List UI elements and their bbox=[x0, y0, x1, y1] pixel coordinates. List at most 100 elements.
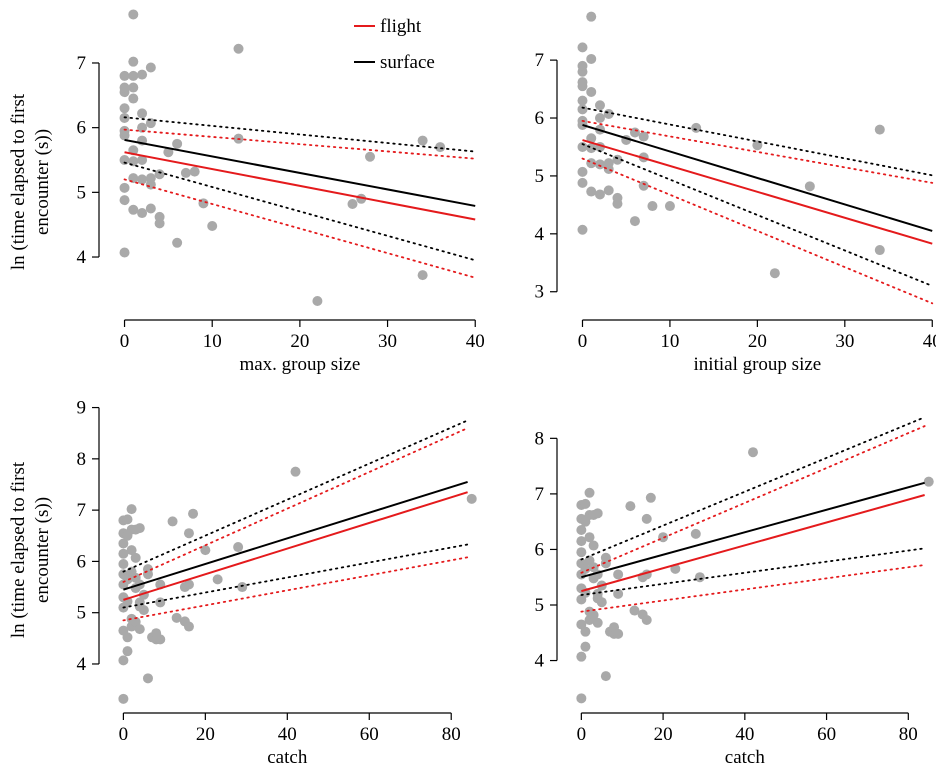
data-point-top-left bbox=[145, 173, 156, 184]
x-axis-label-top-right: initial group size bbox=[694, 354, 822, 375]
data-point-bottom-left bbox=[118, 548, 129, 559]
data-point-bottom-right bbox=[625, 501, 636, 512]
data-point-bottom-right bbox=[584, 532, 595, 543]
data-point-bottom-right bbox=[580, 626, 591, 637]
data-point-top-left bbox=[119, 155, 130, 165]
surface-upper-ci-top-left bbox=[123, 116, 477, 153]
legend-surface-label: surface bbox=[380, 52, 435, 73]
data-point-bottom-left bbox=[155, 597, 166, 608]
data-point-top-left bbox=[119, 182, 130, 193]
data-point-bottom-left bbox=[212, 574, 223, 585]
x-tick-label-top-left: 0 bbox=[120, 331, 130, 352]
data-point-top-right bbox=[586, 133, 597, 144]
y-tick-label-bottom-right: 6 bbox=[535, 539, 545, 560]
data-point-top-left bbox=[119, 103, 130, 114]
data-point-top-right bbox=[586, 143, 597, 154]
flight-fit-line-top-right bbox=[582, 139, 933, 245]
data-point-bottom-right bbox=[645, 492, 656, 503]
data-point-top-right bbox=[874, 124, 885, 135]
surface-lower-ci-bottom-left bbox=[122, 543, 469, 609]
x-tick-label-top-right: 30 bbox=[835, 331, 854, 352]
data-point-bottom-left bbox=[130, 552, 141, 563]
data-point-top-right bbox=[586, 86, 597, 97]
data-point-top-left bbox=[145, 62, 156, 73]
chart-panel-bottom-left: 0 20 40 60 80 4 5 6 7 8 9 catch bbox=[77, 398, 477, 768]
data-point-bottom-left bbox=[171, 612, 182, 623]
data-point-bottom-left bbox=[126, 545, 137, 556]
data-point-top-right bbox=[577, 177, 588, 188]
shared-ylabel-top-line2: encounter (s)) bbox=[32, 129, 53, 235]
chart-panel-top-right: 0 10 20 30 40 3 4 5 6 7 initial group size bbox=[535, 11, 936, 375]
x-tick-label-bottom-right: 20 bbox=[654, 724, 673, 745]
data-point-bottom-left bbox=[118, 655, 129, 666]
x-tick-label-top-left: 30 bbox=[378, 331, 397, 352]
data-point-top-right bbox=[612, 192, 623, 203]
data-point-top-right bbox=[577, 77, 588, 88]
surface-fit-line-top-left bbox=[124, 138, 476, 207]
data-point-top-left bbox=[137, 174, 148, 185]
data-point-bottom-left bbox=[142, 673, 153, 684]
data-point-top-left bbox=[119, 82, 130, 93]
y-tick-label-top-left: 7 bbox=[77, 53, 87, 74]
data-point-bottom-right bbox=[600, 552, 611, 563]
x-tick-label-top-left: 40 bbox=[466, 331, 485, 352]
legend-flight-label: flight bbox=[380, 16, 422, 37]
data-point-top-left bbox=[137, 155, 148, 165]
data-point-top-right bbox=[577, 166, 588, 177]
data-point-top-left bbox=[128, 56, 139, 67]
shared-ylabel-top-line1: ln (time elapsed to first bbox=[8, 93, 29, 270]
data-point-top-left bbox=[417, 135, 428, 146]
y-tick-label-bottom-left: 6 bbox=[77, 551, 87, 572]
data-point-bottom-left bbox=[167, 516, 178, 527]
surface-upper-ci-bottom-right bbox=[580, 416, 926, 561]
flight-lower-ci-bottom-left bbox=[122, 556, 469, 622]
data-point-top-left bbox=[145, 118, 156, 129]
y-tick-label-bottom-right: 5 bbox=[535, 595, 545, 616]
surface-fit-line-bottom-right bbox=[581, 481, 925, 579]
data-point-bottom-left bbox=[290, 466, 301, 477]
data-point-bottom-left bbox=[122, 632, 133, 643]
data-point-bottom-left bbox=[138, 605, 149, 616]
x-tick-label-bottom-right: 80 bbox=[899, 724, 918, 745]
data-point-top-right bbox=[612, 154, 623, 165]
data-point-bottom-right bbox=[592, 588, 603, 599]
data-point-top-left bbox=[137, 208, 148, 219]
data-point-top-left bbox=[119, 125, 130, 136]
x-tick-label-top-right: 0 bbox=[578, 331, 588, 352]
chart-panel-bottom-right: 0 20 40 60 80 4 5 6 7 8 catch bbox=[535, 416, 934, 768]
flight-lower-ci-bottom-right bbox=[580, 564, 926, 613]
data-point-top-left bbox=[233, 43, 244, 54]
y-tick-label-bottom-left: 5 bbox=[77, 603, 87, 624]
data-point-top-left bbox=[435, 142, 446, 153]
y-tick-label-top-right: 4 bbox=[535, 224, 545, 245]
data-point-top-right bbox=[594, 189, 605, 200]
x-tick-label-top-right: 20 bbox=[748, 331, 767, 352]
data-point-top-right bbox=[586, 186, 597, 197]
data-point-top-left bbox=[128, 9, 139, 20]
flight-fit-line-bottom-left bbox=[123, 491, 468, 601]
data-point-bottom-right bbox=[588, 610, 599, 620]
y-tick-label-bottom-left: 7 bbox=[77, 500, 87, 521]
data-point-top-left bbox=[417, 270, 428, 281]
data-point-top-left bbox=[312, 296, 323, 307]
x-tick-label-top-left: 20 bbox=[290, 331, 309, 352]
data-point-top-right bbox=[594, 100, 605, 111]
data-point-bottom-left bbox=[183, 528, 194, 539]
data-point-bottom-right bbox=[641, 615, 652, 625]
data-point-top-right bbox=[638, 180, 649, 191]
y-tick-label-top-left: 5 bbox=[77, 182, 87, 203]
y-tick-label-top-right: 6 bbox=[535, 108, 545, 129]
data-point-bottom-right bbox=[592, 617, 603, 628]
y-tick-label-bottom-right: 8 bbox=[535, 428, 545, 449]
flight-fit-line-top-left bbox=[124, 151, 476, 221]
x-axis-label-bottom-right: catch bbox=[725, 747, 766, 768]
data-point-bottom-left bbox=[233, 542, 244, 553]
data-point-bottom-right bbox=[596, 597, 607, 608]
data-point-bottom-right bbox=[690, 528, 701, 539]
y-tick-label-top-right: 3 bbox=[535, 282, 545, 303]
data-point-top-right bbox=[577, 104, 588, 115]
surface-lower-ci-bottom-right bbox=[580, 547, 926, 596]
data-point-bottom-right bbox=[576, 525, 587, 535]
